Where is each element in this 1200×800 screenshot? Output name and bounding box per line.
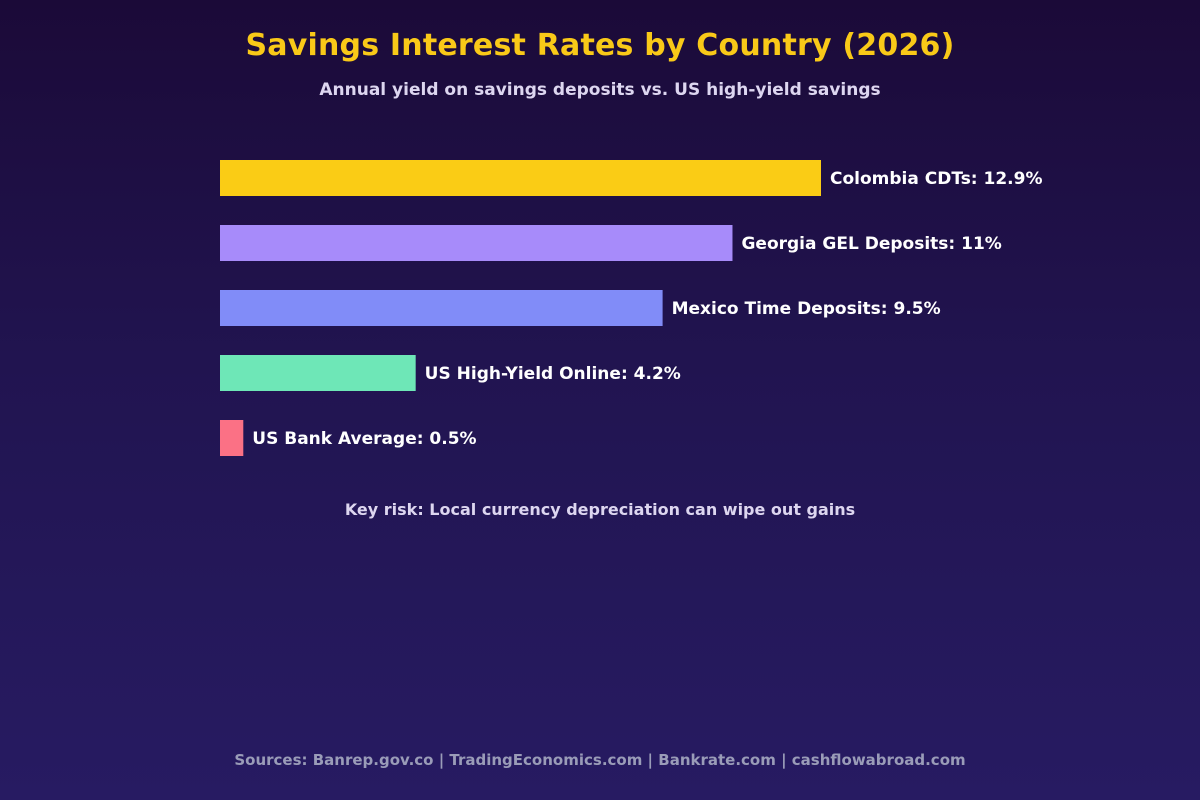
bar-label-3: US High-Yield Online: 4.2% <box>425 364 681 384</box>
chart-title: Savings Interest Rates by Country (2026) <box>245 28 955 63</box>
chart-subtitle: Annual yield on savings deposits vs. US … <box>319 80 881 100</box>
bar-label-2: Mexico Time Deposits: 9.5% <box>672 299 941 319</box>
bar-label-4: US Bank Average: 0.5% <box>252 429 476 449</box>
bar-4 <box>220 420 244 456</box>
bar-label-0: Colombia CDTs: 12.9% <box>830 169 1043 189</box>
bar-1 <box>220 225 733 261</box>
bar-label-1: Georgia GEL Deposits: 11% <box>741 234 1001 254</box>
bar-3 <box>220 355 416 391</box>
bar-0 <box>220 160 821 196</box>
bar-2 <box>220 290 663 326</box>
risk-annotation: Key risk: Local currency depreciation ca… <box>344 500 856 519</box>
sources-footer: Sources: Banrep.gov.co | TradingEconomic… <box>234 751 966 769</box>
